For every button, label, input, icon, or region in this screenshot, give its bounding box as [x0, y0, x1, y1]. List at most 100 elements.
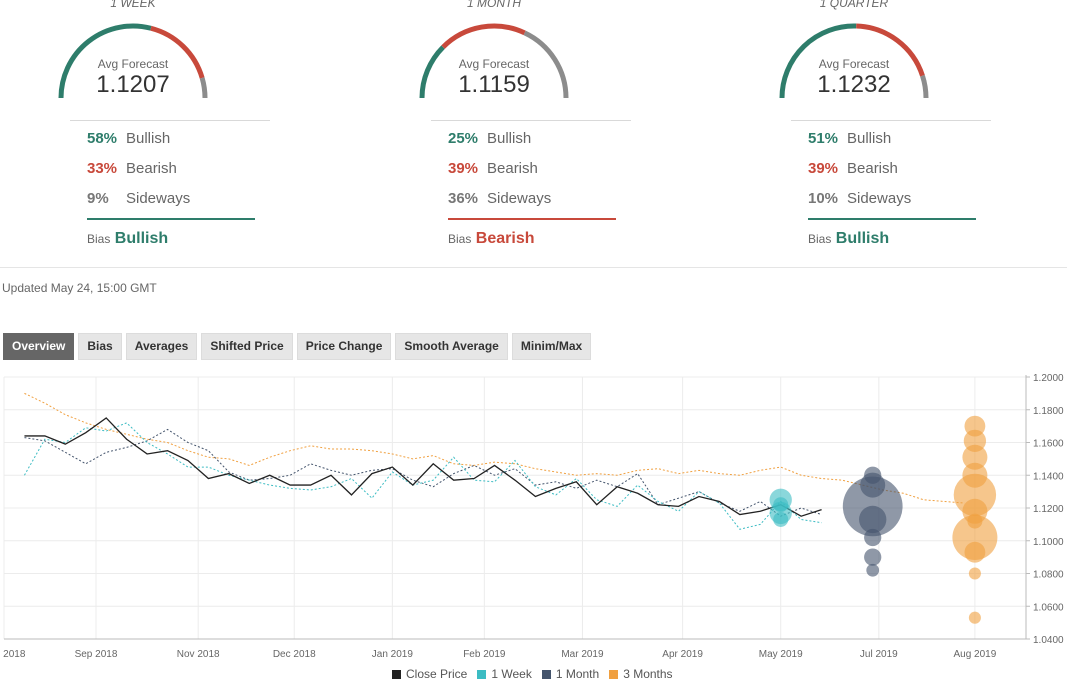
forecast-bubble [968, 567, 981, 580]
gauge-arc-sideways [523, 30, 569, 99]
y-tick-label: 1.1400 [1033, 471, 1064, 482]
avg-forecast-label: Avg Forecast [818, 57, 890, 71]
x-tick-label: Mar 2019 [561, 649, 604, 660]
y-tick-label: 1.1600 [1033, 439, 1064, 450]
gauge-arc-bullish [58, 23, 152, 99]
sideways-label: Sideways [847, 190, 912, 207]
forecast-bubble [964, 541, 986, 563]
bias-underline [808, 218, 976, 220]
legend-label: 3 Months [623, 667, 673, 681]
chart-tabs: Overview Bias Averages Shifted Price Price C… [3, 333, 592, 360]
bias-indicator: Bias Bearish [448, 230, 535, 248]
forecast-bubble [952, 514, 998, 560]
y-tick-label: 1.1200 [1033, 504, 1064, 515]
series-line-1-month [24, 428, 822, 517]
bullish-label: Bullish [126, 130, 171, 147]
bullish-percent: 25% [448, 130, 479, 147]
card-separator [70, 120, 270, 121]
sideways-percent: 10% [808, 190, 839, 207]
sideways-label: Sideways [487, 190, 552, 207]
forecast-period: 1 MONTH [467, 0, 521, 10]
bias-underline [87, 218, 255, 220]
tab-shifted-price[interactable]: Shifted Price [201, 333, 293, 360]
x-tick-label: Jul 2019 [860, 649, 898, 660]
x-tick-label: Aug 2019 [953, 649, 996, 660]
legend-item[interactable]: 1 Month [541, 667, 600, 681]
legend-swatch [392, 669, 401, 679]
avg-forecast-value: 1.1232 [817, 71, 891, 98]
avg-forecast-label: Avg Forecast [97, 57, 169, 71]
y-tick-label: 1.1000 [1033, 537, 1064, 548]
forecast-gauge [58, 23, 208, 99]
bias-indicator: Bias Bullish [808, 230, 889, 248]
legend-item[interactable]: Close Price [392, 667, 467, 681]
tab-price-change[interactable]: Price Change [296, 333, 392, 360]
legend-swatch [541, 669, 551, 679]
tab-bias[interactable]: Bias [78, 333, 122, 360]
legend-swatch [609, 669, 619, 679]
bias-value: Bullish [114, 230, 169, 247]
series-line-3-months [24, 392, 965, 504]
legend-label: 1 Month [555, 667, 600, 681]
bias-label: Bias [87, 232, 111, 246]
gauge-arc-bearish [441, 23, 526, 49]
bias-underline [448, 218, 616, 220]
tab-minim-max[interactable]: Minim/Max [511, 333, 592, 360]
x-tick-label: Sep 2018 [75, 649, 118, 660]
forecast-bubble [866, 563, 880, 577]
x-tick-label: Aug 2018 [0, 649, 26, 660]
x-tick-label: Feb 2019 [463, 649, 506, 660]
forecast-bubble [773, 511, 789, 527]
sideways-label: Sideways [126, 190, 191, 207]
bearish-label: Bearish [126, 160, 177, 177]
x-tick-label: Jan 2019 [372, 649, 414, 660]
x-tick-label: Apr 2019 [662, 649, 703, 660]
avg-forecast-value: 1.1159 [458, 71, 530, 98]
bullish-label: Bullish [847, 130, 892, 147]
y-tick-label: 1.0400 [1033, 635, 1064, 646]
bias-label: Bias [448, 232, 472, 246]
bearish-percent: 39% [808, 160, 839, 177]
bias-indicator: Bias Bullish [87, 230, 168, 248]
tab-overview[interactable]: Overview [3, 333, 75, 360]
card-separator [791, 120, 991, 121]
forecast-bubble [859, 505, 887, 534]
x-tick-label: May 2019 [759, 649, 803, 660]
sideways-percent: 36% [448, 190, 479, 207]
bias-label: Bias [808, 232, 832, 246]
tab-averages[interactable]: Averages [125, 333, 198, 360]
bullish-percent: 58% [87, 130, 118, 147]
chart-legend: Close Price 1 Week 1 Month 3 Months [392, 667, 673, 681]
bearish-percent: 39% [448, 160, 479, 177]
forecast-chart: 1.2000 1.1800 1.1600 1.1400 1.1200 1.1000 1.08… [0, 373, 1064, 660]
section-divider [0, 267, 1067, 268]
legend-item[interactable]: 1 Week [477, 667, 532, 681]
forecast-gauge [779, 23, 929, 99]
y-tick-label: 1.0600 [1033, 602, 1064, 613]
forecast-gauge [419, 23, 569, 99]
bullish-percent: 51% [808, 130, 839, 147]
gauge-arc-sideways [920, 74, 929, 99]
gauge-arc-bearish [150, 25, 205, 79]
bearish-percent: 33% [87, 160, 118, 177]
y-tick-label: 1.1800 [1033, 406, 1064, 417]
gauge-arc-bullish [419, 45, 445, 99]
forecast-bubble [968, 611, 981, 624]
gauge-arc-bearish [856, 23, 925, 77]
y-tick-label: 1.2000 [1033, 373, 1064, 384]
bias-value: Bearish [475, 230, 535, 247]
forecast-period: 1 QUARTER [819, 0, 889, 10]
y-tick-label: 1.0800 [1033, 570, 1064, 581]
legend-label: Close Price [406, 667, 468, 681]
tab-smooth-average[interactable]: Smooth Average [395, 333, 508, 360]
card-separator [431, 120, 631, 121]
forecast-bubble [864, 528, 882, 547]
series-line-close-price [24, 417, 822, 517]
x-tick-label: Dec 2018 [273, 649, 316, 660]
x-tick-label: Nov 2018 [177, 649, 220, 660]
bearish-label: Bearish [487, 160, 538, 177]
legend-item[interactable]: 3 Months [609, 667, 673, 681]
bias-value: Bullish [835, 230, 890, 247]
sideways-percent: 9% [87, 190, 109, 207]
forecast-period: 1 WEEK [110, 0, 156, 10]
